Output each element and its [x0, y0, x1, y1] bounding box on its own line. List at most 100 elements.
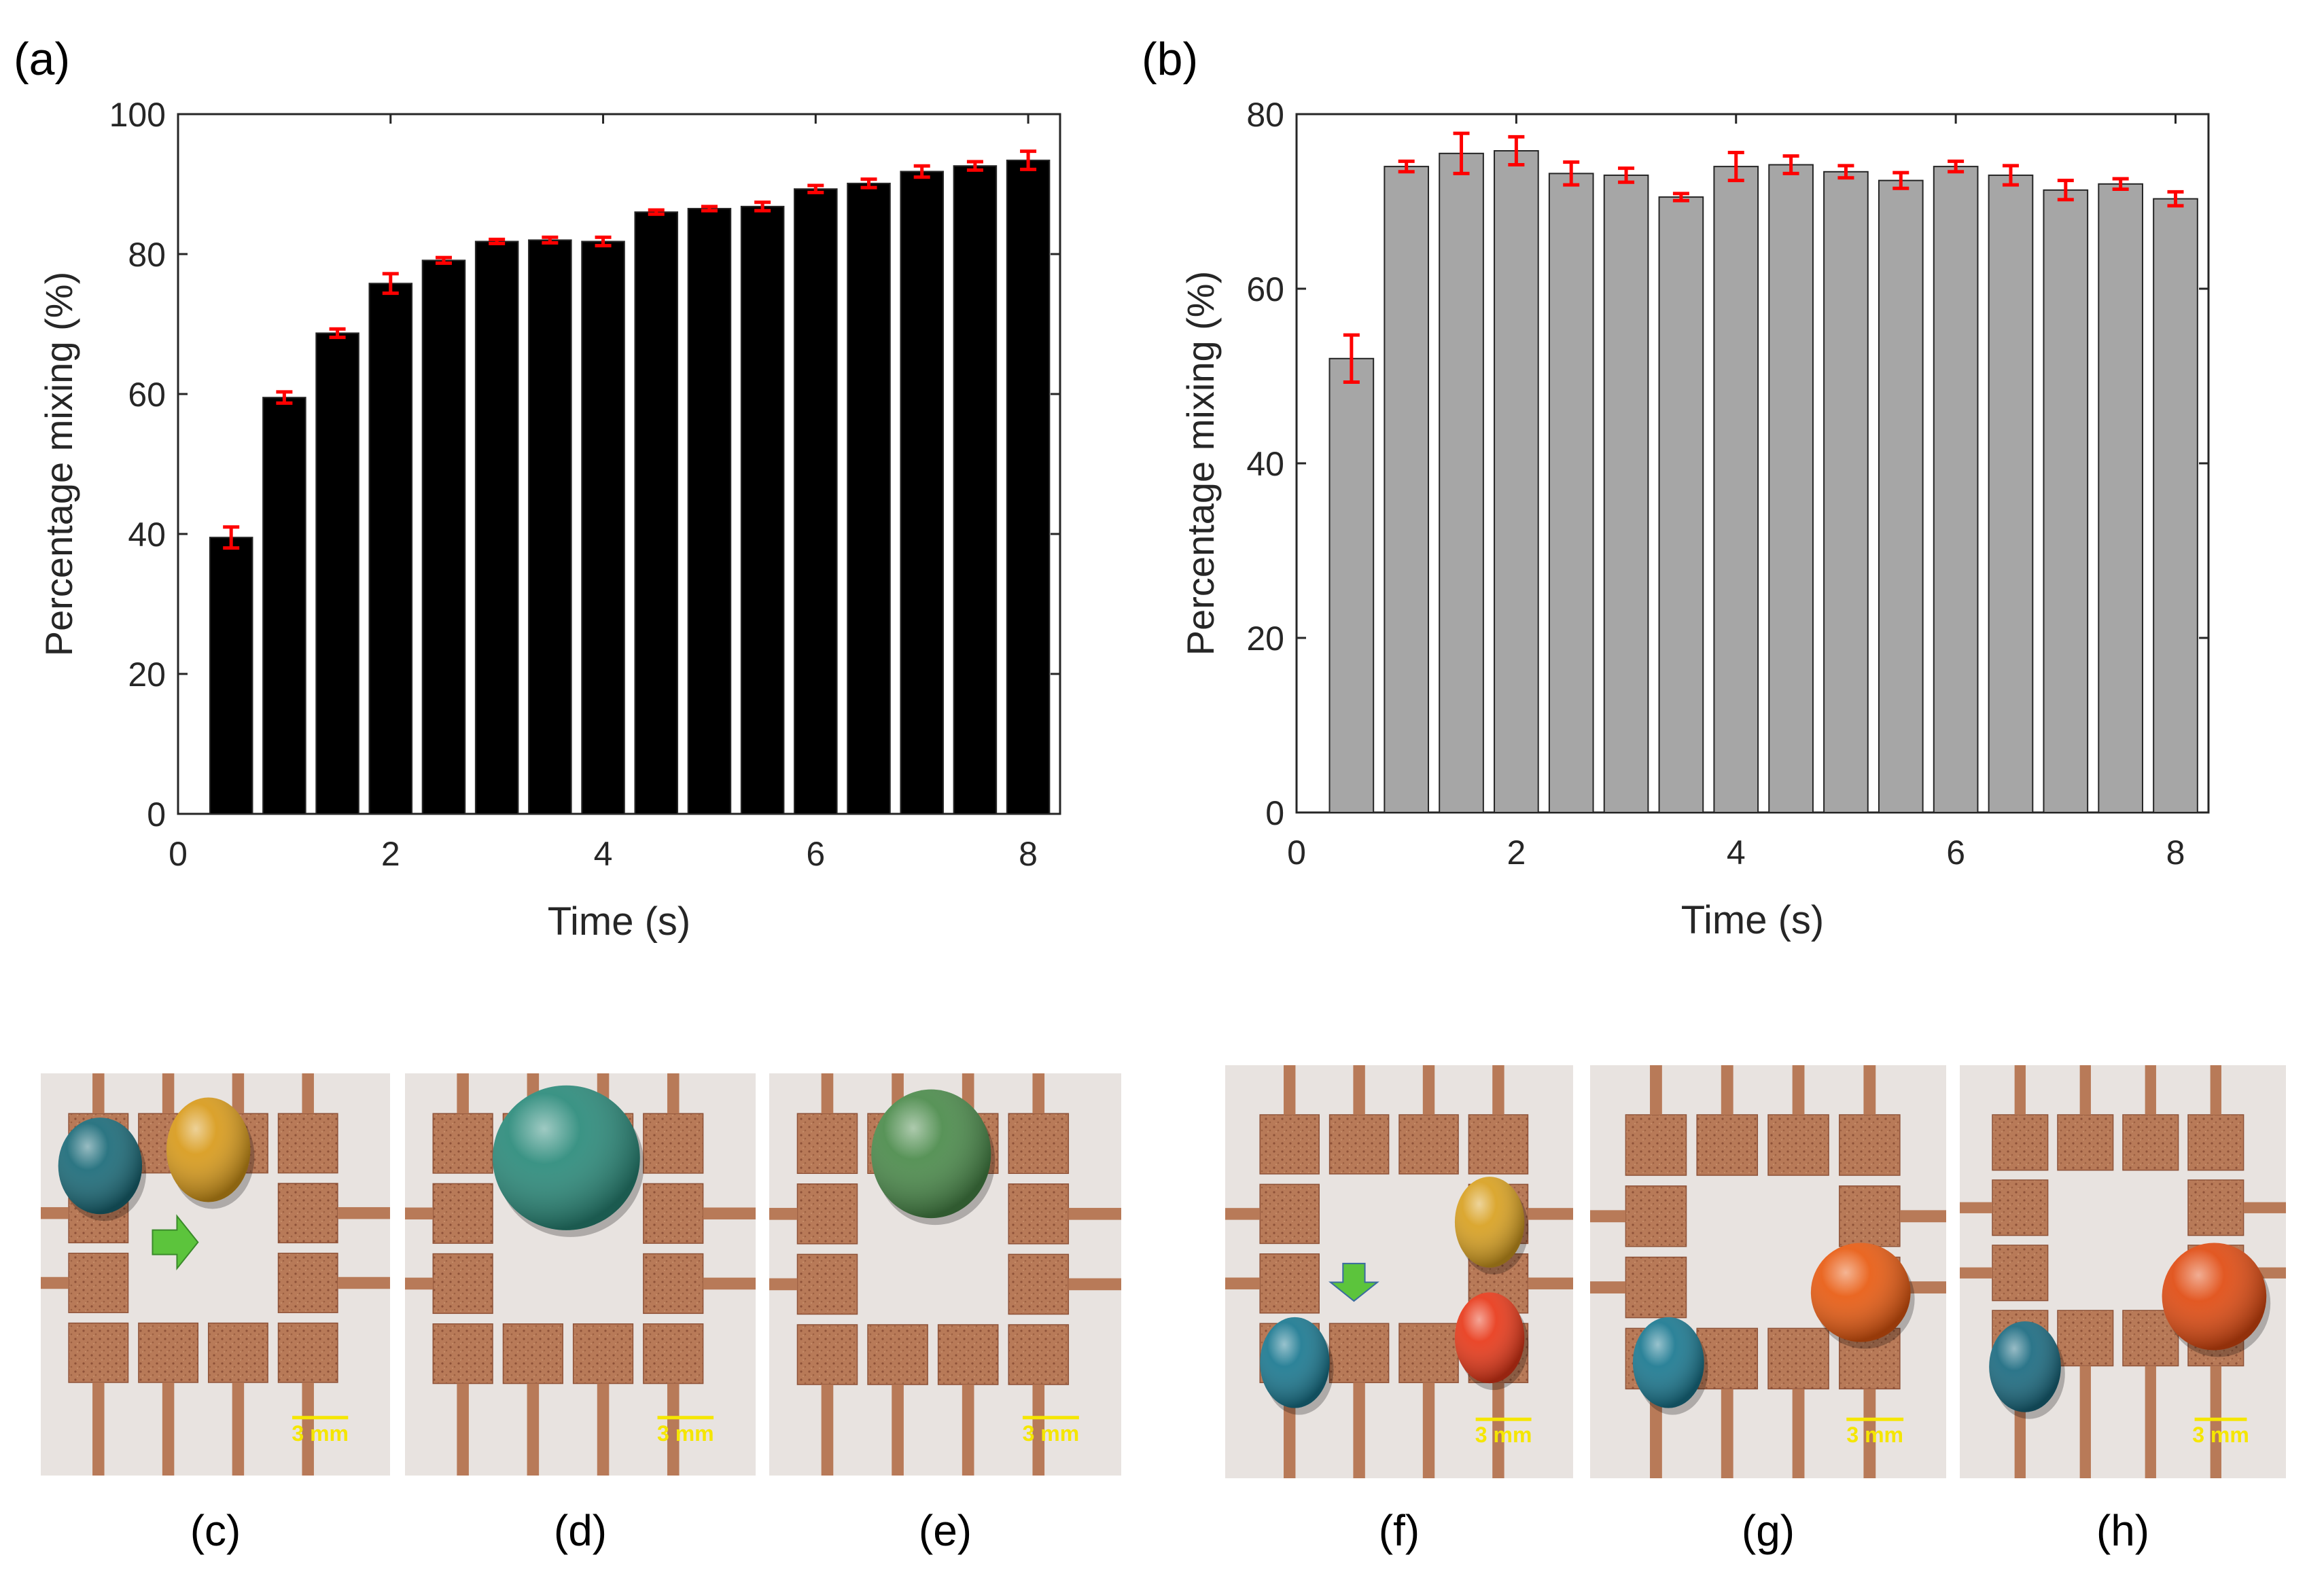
- electrode-trace: [821, 1385, 834, 1476]
- electrode-pad: [1696, 1327, 1759, 1390]
- y-axis-ticks: 0 20 40 60 80: [1246, 96, 2208, 832]
- error-bar: [489, 237, 506, 246]
- electrode-trace: [667, 1383, 680, 1476]
- error-bar: [223, 525, 240, 550]
- y-axis-label: Percentage mixing (%): [1179, 271, 1222, 656]
- y-tick-label: 20: [128, 656, 166, 694]
- x-axis-label: Time (s): [1681, 898, 1824, 942]
- electrode-pad: [432, 1183, 493, 1244]
- error-bar: [2112, 177, 2129, 192]
- electrode-trace: [1225, 1277, 1261, 1289]
- error-bar: [860, 177, 877, 190]
- y-tick-label: 0: [1265, 794, 1284, 832]
- error-bar: [807, 183, 824, 194]
- error-bar: [276, 390, 293, 405]
- x-tick-label: 0: [1287, 834, 1306, 872]
- electrode-trace: [405, 1207, 434, 1220]
- panel-label: (f): [1379, 1506, 1420, 1555]
- electrode-trace: [1032, 1073, 1045, 1114]
- y-tick-label: 60: [1246, 270, 1284, 308]
- electrode-trace: [1032, 1385, 1045, 1476]
- electrode-pad: [1767, 1114, 1829, 1176]
- scale-bar-label: 3 mm: [1023, 1421, 1080, 1446]
- bar: [847, 182, 891, 815]
- electrode-pad: [138, 1322, 199, 1383]
- electrode-trace: [1863, 1389, 1876, 1478]
- electrode-trace: [1284, 1065, 1296, 1115]
- electrode-trace: [2210, 1065, 2221, 1115]
- y-tick-label: 0: [147, 796, 166, 834]
- error-bar: [2002, 164, 2019, 187]
- direction-arrow-icon: [1328, 1262, 1379, 1302]
- y-tick-label: 100: [109, 96, 166, 134]
- electrode-trace: [1863, 1065, 1876, 1115]
- direction-arrow-icon: [152, 1214, 199, 1271]
- error-bar: [1563, 160, 1580, 187]
- droplet-highlight: [2162, 1243, 2267, 1351]
- electrode-trace: [1792, 1065, 1805, 1115]
- droplet-highlight: [493, 1085, 640, 1230]
- electrode-trace: [337, 1276, 390, 1289]
- error-bar: [648, 208, 665, 216]
- electrode-pad: [1625, 1256, 1687, 1319]
- electrode-pad: [277, 1253, 338, 1313]
- error-bar: [1020, 149, 1037, 171]
- x-tick-label: 2: [381, 835, 400, 873]
- y-axis-label: Percentage mixing (%): [37, 272, 80, 656]
- electrode-trace: [41, 1276, 69, 1289]
- electrode-pad: [1328, 1323, 1390, 1383]
- x-tick-label: 6: [1946, 834, 1965, 872]
- droplet-highlight: [1810, 1243, 1911, 1342]
- y-axis-ticks: 0 20 40 60 80 100: [109, 96, 1060, 834]
- x-axis-ticks: 0 2 4 6 8: [169, 114, 1038, 873]
- panel-label: (b): [1142, 33, 1198, 85]
- electrode-pad: [1398, 1114, 1459, 1175]
- y-tick-label: 80: [128, 236, 166, 274]
- y-tick-label: 20: [1246, 620, 1284, 658]
- error-bar: [1343, 333, 1360, 384]
- electrode-trace: [1960, 1267, 1992, 1279]
- electrode-trace: [597, 1383, 610, 1476]
- electrode-pad: [2057, 1310, 2114, 1367]
- bar: [421, 260, 466, 815]
- error-bar: [329, 327, 346, 340]
- electrode-pad: [796, 1113, 858, 1175]
- electrode-trace: [527, 1383, 540, 1476]
- electrode-trace: [1960, 1202, 1992, 1213]
- bar: [1548, 173, 1594, 813]
- electrode-trace: [1353, 1065, 1365, 1115]
- electrode-pad: [277, 1113, 338, 1174]
- electrode-trace: [703, 1207, 756, 1220]
- error-bar: [435, 255, 452, 265]
- x-tick-label: 4: [1727, 834, 1746, 872]
- bar: [2153, 198, 2198, 813]
- bar-series: [209, 159, 1051, 815]
- electrode-pad: [68, 1253, 129, 1313]
- droplet-highlight: [1989, 1321, 2061, 1412]
- electrode-pad: [1992, 1114, 2049, 1171]
- x-axis-ticks: 0 2 4 6 8: [1287, 114, 2185, 872]
- error-bar-series: [1343, 131, 2184, 384]
- panel-label: (a): [14, 33, 70, 85]
- electrode-pad: [1992, 1179, 2049, 1236]
- electrode-pad: [277, 1322, 338, 1383]
- scale-bar-label: 3 mm: [657, 1421, 714, 1446]
- bar: [262, 397, 306, 815]
- bar: [1006, 159, 1051, 815]
- electrode-pad: [1008, 1113, 1070, 1175]
- electrode-pad: [1328, 1114, 1390, 1175]
- electrode-trace: [92, 1073, 105, 1114]
- electrode-trace: [302, 1073, 314, 1114]
- electrode-trace: [1721, 1065, 1733, 1115]
- error-bar: [382, 272, 399, 296]
- photo-panel-c: 3 mm (c): [41, 1073, 390, 1555]
- scale-bar-label: 3 mm: [292, 1421, 349, 1446]
- electrode-trace: [1650, 1065, 1662, 1115]
- electrode-trace: [2014, 1065, 2026, 1115]
- electrode-pad: [2057, 1114, 2114, 1171]
- photo-panel-f: 3 mm (f): [1225, 1065, 1573, 1555]
- error-bar: [1508, 135, 1525, 167]
- electrode-pad: [1259, 1253, 1320, 1314]
- panel-label: (h): [2096, 1506, 2149, 1555]
- bar: [1768, 164, 1814, 813]
